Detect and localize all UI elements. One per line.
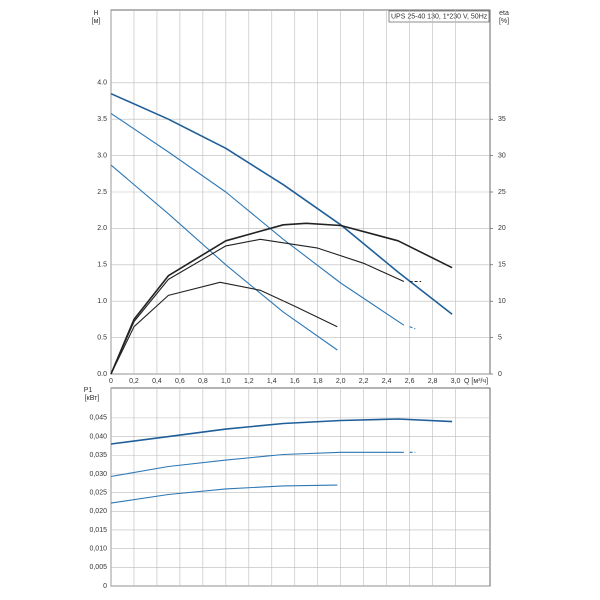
- x-tick-label: 0: [109, 378, 113, 385]
- y2-tick-label: 20: [498, 225, 506, 232]
- y-tick-label: 0,005: [89, 564, 107, 571]
- curve: [110, 281, 338, 375]
- x-tick-label: 3,0: [451, 378, 461, 385]
- y-tick-label: 3.0: [97, 152, 107, 159]
- x-tick-label: 2,8: [428, 378, 438, 385]
- curve: [110, 238, 405, 375]
- y2-axis-label: eta: [499, 10, 509, 17]
- curve: [110, 451, 404, 478]
- y-tick-label: 0,030: [89, 471, 107, 478]
- y2-tick-label: 30: [498, 152, 506, 159]
- x-tick-label: 2,2: [359, 378, 369, 385]
- y-tick-label: 2.0: [97, 225, 107, 232]
- y-tick-label: 0,015: [89, 527, 107, 534]
- y-tick-label: 0,025: [89, 489, 107, 496]
- y-tick-label: 0,020: [89, 508, 107, 515]
- x-tick-label: 2,0: [336, 378, 346, 385]
- curve: [110, 418, 453, 445]
- y-tick-label: 0.0: [97, 371, 107, 378]
- y2-tick-label: 0: [498, 371, 502, 378]
- y-tick-label: 1.5: [97, 262, 107, 269]
- curve: [110, 92, 453, 315]
- x-tick-label: 0,8: [198, 378, 208, 385]
- y2-axis-unit: [%]: [499, 18, 509, 25]
- x-tick-label: 0,6: [175, 378, 185, 385]
- y-tick-label: 1.0: [97, 298, 107, 305]
- x-tick-label: 1,2: [244, 378, 254, 385]
- x-tick-label: 1,0: [221, 378, 231, 385]
- y-axis-label: P1: [84, 387, 93, 394]
- curve: [110, 484, 338, 504]
- y-axis-unit: [кВт]: [85, 395, 100, 402]
- x-tick-label: 1,6: [290, 378, 300, 385]
- y-tick-label: 0,010: [89, 545, 107, 552]
- y-tick-label: 0,035: [89, 452, 107, 459]
- curve: [110, 164, 338, 351]
- y-tick-label: 0,040: [89, 433, 107, 440]
- chart-title: UPS 25-40 130, 1*230 V, 50Hz: [391, 13, 488, 20]
- curve: [110, 112, 405, 326]
- curve: [409, 326, 416, 330]
- y-tick-label: 2.5: [97, 189, 107, 196]
- x-tick-label: 0,2: [129, 378, 139, 385]
- y-tick-label: 0,045: [89, 415, 107, 422]
- x-tick-label: 2,6: [405, 378, 415, 385]
- y2-tick-label: 25: [498, 189, 506, 196]
- y-tick-label: 3.5: [97, 116, 107, 123]
- y-tick-label: 0.5: [97, 334, 107, 341]
- y2-tick-label: 15: [498, 262, 506, 269]
- curve: [110, 222, 453, 375]
- legend-box: [388, 10, 490, 23]
- x-axis-label: Q [м³/ч]: [464, 378, 488, 385]
- y-axis-label: H: [93, 10, 98, 17]
- y2-tick-label: 35: [498, 116, 506, 123]
- y2-tick-label: 10: [498, 298, 506, 305]
- x-tick-label: 0,4: [152, 378, 162, 385]
- x-tick-label: 1,4: [267, 378, 277, 385]
- y2-tick-label: 5: [498, 334, 502, 341]
- x-tick-label: 1,8: [313, 378, 323, 385]
- y-tick-label: 0: [103, 583, 107, 590]
- x-tick-label: 2,4: [382, 378, 392, 385]
- y-axis-unit: [м]: [92, 18, 101, 25]
- y-tick-label: 4.0: [97, 80, 107, 87]
